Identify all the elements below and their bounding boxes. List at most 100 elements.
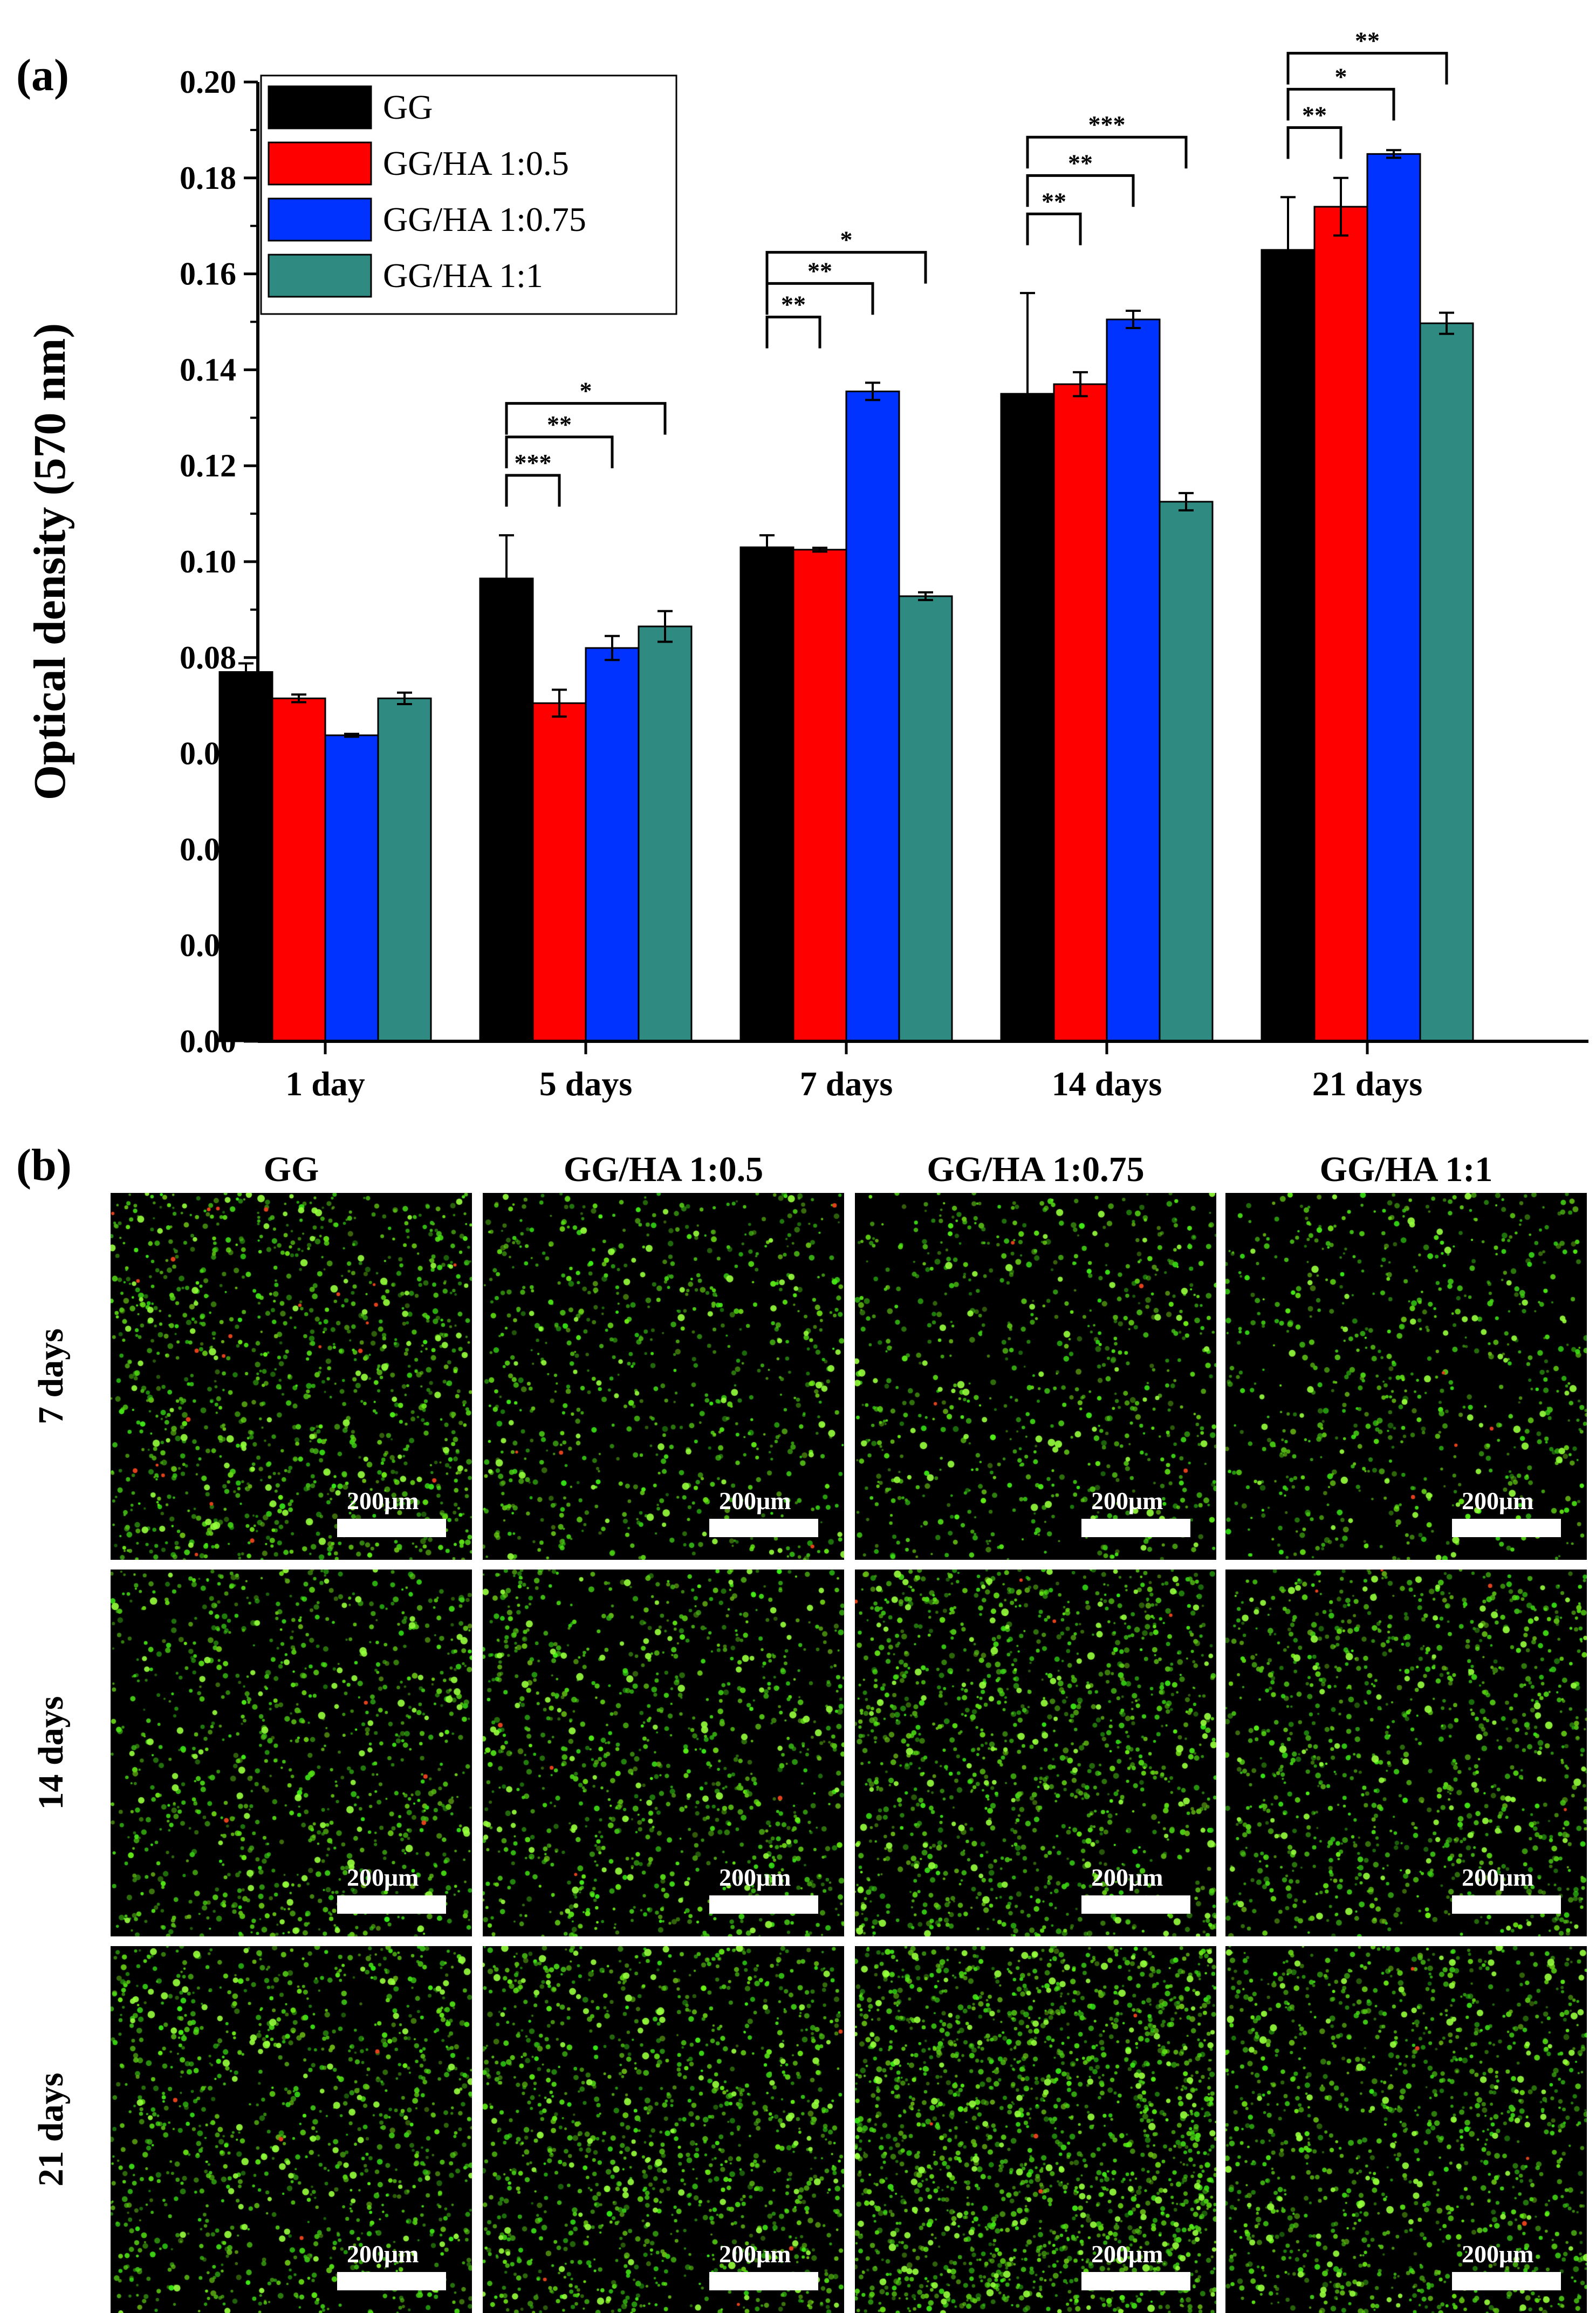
micrograph-gg-14-days: 200μm [111, 1570, 472, 1936]
scale-bar-label: 200μm [347, 1864, 419, 1891]
significance-bracket [1286, 126, 1342, 159]
bar [1106, 318, 1161, 1042]
scale-bar [1452, 1519, 1561, 1537]
legend-label: GG/HA 1:0.5 [383, 144, 569, 182]
micrograph-gg-ha-1-0.75-7-days: 200μm [855, 1193, 1216, 1560]
scale-bar [1081, 1895, 1190, 1914]
significance-label: ** [547, 411, 572, 438]
bar [324, 734, 379, 1042]
bar [845, 390, 900, 1042]
y-tick-label: 0.06 [180, 736, 236, 772]
panel-b-label: (b) [16, 1140, 72, 1190]
bar-chart: ****************** ***** 0.000.020.040.06… [25, 27, 1588, 1103]
scale-bar [709, 1519, 818, 1537]
significance-bracket [505, 435, 614, 468]
bar [271, 697, 326, 1042]
micrograph-gg-21-days: 200μm [111, 1946, 472, 2313]
row-header-14-days: 14 days [31, 1696, 71, 1810]
significance-label: ** [1355, 27, 1380, 54]
bar [638, 625, 693, 1042]
y-axis-label: Optical density (570 nm) [25, 323, 75, 800]
x-tick-label: 7 days [800, 1065, 893, 1103]
row-header-7-days: 7 days [31, 1328, 71, 1424]
bar [739, 546, 794, 1042]
scale-bar [1452, 1895, 1561, 1914]
bar [479, 577, 534, 1042]
legend-label: GG [383, 88, 433, 126]
significance-bracket [1286, 87, 1395, 121]
scale-bar-label: 200μm [1462, 2240, 1534, 2268]
scale-bar [1452, 2272, 1561, 2290]
significance-label: ** [807, 257, 832, 284]
significance-bracket [1286, 52, 1448, 85]
significance-label: *** [515, 449, 552, 476]
bar-group [218, 153, 1474, 1042]
bar [1313, 206, 1368, 1042]
significance-bracket [505, 402, 667, 435]
significance-bracket [505, 474, 561, 507]
y-tick-label: 0.04 [180, 831, 236, 867]
significance-label: ** [781, 291, 806, 318]
x-tick-label: 14 days [1052, 1065, 1162, 1103]
bar [1053, 383, 1108, 1042]
scale-bar [709, 2272, 818, 2290]
y-tick-label: 0.00 [180, 1024, 236, 1059]
scale-bar-label: 200μm [1091, 1487, 1163, 1514]
micrograph-gg-ha-1-0.5-7-days: 200μm [483, 1193, 844, 1560]
scale-bar [337, 1519, 446, 1537]
y-tick-label: 0.02 [180, 927, 236, 963]
significance-label: ** [1302, 101, 1327, 128]
significance-label: ** [1068, 149, 1093, 176]
significance-label: * [580, 377, 592, 405]
x-tick-label: 1 day [285, 1065, 365, 1103]
legend-swatch [268, 254, 372, 298]
legend-swatch [268, 85, 372, 129]
micrograph-gg-ha-1-1-7-days: 200μm [1225, 1193, 1587, 1560]
y-tick-label: 0.20 [180, 64, 236, 100]
significance-group: ****************** ***** [505, 27, 1448, 507]
bar [585, 647, 640, 1042]
significance-label: * [1335, 63, 1347, 90]
micrograph-gg-ha-1-1-21-days: 200μm [1225, 1946, 1587, 2313]
column-header-gg: GG [263, 1150, 319, 1189]
significance-bracket [1026, 135, 1188, 169]
bar [1419, 322, 1474, 1042]
micrograph-gg-7-days: 200μm [111, 1193, 472, 1560]
panel-a-label: (a) [16, 50, 69, 100]
scale-bar [1081, 1519, 1190, 1537]
micrograph-gg-ha-1-0.5-21-days: 200μm [483, 1946, 844, 2313]
scale-bar-label: 200μm [1091, 2240, 1163, 2268]
y-tick-label: 0.18 [180, 160, 236, 196]
scale-bar [709, 1895, 818, 1914]
y-tick-label: 0.16 [180, 256, 236, 292]
scale-bar-label: 200μm [1462, 1864, 1534, 1891]
legend: GG GG/HA 1:0.5 GG/HA 1:0.75 GG/HA 1:1 [260, 74, 677, 315]
scale-bar [337, 1895, 446, 1914]
bar [898, 595, 953, 1042]
significance-bracket [765, 316, 821, 349]
legend-label: GG/HA 1:1 [383, 256, 543, 295]
significance-bracket [765, 251, 927, 284]
column-header-gg-ha-1-0.5: GG/HA 1:0.5 [563, 1150, 764, 1189]
x-tick-label: 21 days [1312, 1065, 1423, 1103]
bar [792, 549, 847, 1042]
micrograph-gg-ha-1-0.75-21-days: 200μm [855, 1946, 1216, 2313]
scale-bar-label: 200μm [1091, 1864, 1163, 1891]
significance-label: * [840, 226, 853, 254]
y-tick-label: 0.12 [180, 448, 236, 483]
bar [1159, 501, 1214, 1042]
bar [377, 697, 432, 1042]
axes-group: 0.00 0.02 0.04 0.06 0.08 0.10 0.12 0.14 0.16 0.18… [25, 64, 1588, 1103]
significance-bracket [765, 282, 874, 315]
significance-bracket [1026, 174, 1135, 207]
scale-bar-label: 200μm [719, 2240, 791, 2268]
legend-label: GG/HA 1:0.75 [383, 200, 586, 238]
scale-bar-label: 200μm [1462, 1487, 1534, 1514]
scale-bar [337, 2272, 446, 2290]
scale-bar-label: 200μm [719, 1487, 791, 1514]
y-tick-label: 0.08 [180, 640, 236, 676]
bar [532, 702, 587, 1042]
micrograph-gg-ha-1-1-14-days: 200μm [1225, 1570, 1587, 1936]
scale-bar-label: 200μm [347, 2240, 419, 2268]
